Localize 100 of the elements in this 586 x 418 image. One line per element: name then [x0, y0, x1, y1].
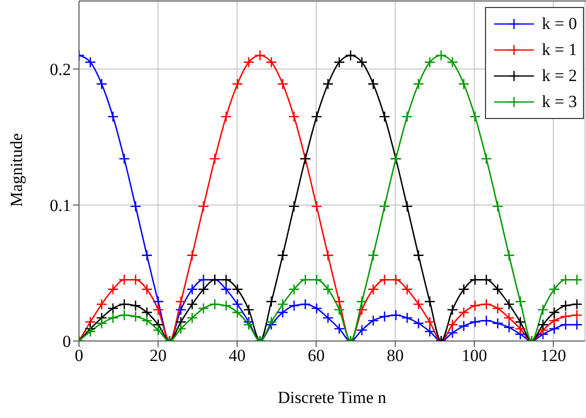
- point: [141, 314, 153, 326]
- point: [390, 274, 402, 286]
- point: [107, 284, 119, 295]
- x-tick-label: 100: [462, 346, 488, 366]
- point: [435, 50, 447, 62]
- point: [186, 250, 198, 261]
- point: [334, 296, 345, 308]
- point: [118, 298, 130, 310]
- legend-label: k = 0: [542, 14, 577, 34]
- point: [560, 274, 572, 286]
- point: [277, 78, 288, 90]
- point: [356, 296, 368, 308]
- point: [152, 296, 164, 308]
- point: [232, 78, 244, 90]
- point: [424, 56, 436, 68]
- point: [243, 56, 254, 68]
- point: [368, 284, 379, 295]
- point: [141, 306, 153, 318]
- point: [130, 300, 142, 312]
- legend-label: k = 1: [542, 40, 577, 60]
- point: [322, 78, 334, 90]
- x-tick-label: 120: [540, 346, 566, 366]
- point: [356, 304, 368, 316]
- point: [96, 298, 108, 310]
- point: [334, 304, 345, 316]
- x-tick-label: 40: [228, 346, 246, 366]
- point: [571, 319, 583, 330]
- x-tick-label: 0: [74, 346, 84, 366]
- point: [300, 298, 311, 310]
- point: [254, 50, 266, 62]
- point: [560, 319, 572, 330]
- x-tick-label: 20: [150, 346, 167, 366]
- point: [232, 298, 244, 310]
- point: [503, 322, 515, 334]
- point: [390, 310, 402, 321]
- point: [412, 298, 424, 310]
- point: [378, 200, 390, 212]
- point: [458, 306, 470, 318]
- point: [220, 300, 232, 312]
- point: [175, 296, 186, 308]
- point: [356, 56, 368, 68]
- legend-label: k = 3: [542, 92, 577, 112]
- point: [288, 300, 300, 312]
- point: [232, 306, 244, 318]
- point: [322, 250, 334, 261]
- point: [118, 310, 130, 321]
- point: [310, 274, 322, 286]
- point: [300, 274, 311, 286]
- point: [514, 296, 526, 308]
- point: [198, 284, 210, 295]
- point: [469, 110, 481, 122]
- point: [356, 324, 368, 336]
- point: [458, 284, 470, 295]
- point: [266, 316, 278, 328]
- point: [480, 153, 492, 164]
- legend-label: k = 2: [542, 66, 577, 86]
- point: [107, 312, 119, 324]
- point: [412, 250, 424, 261]
- point: [503, 250, 515, 261]
- point: [571, 310, 583, 321]
- point: [322, 284, 334, 295]
- point: [469, 316, 481, 328]
- point: [141, 284, 153, 295]
- point: [288, 110, 300, 122]
- point: [277, 250, 288, 261]
- point: [107, 302, 119, 314]
- point: [96, 318, 108, 329]
- x-axis-title: Discrete Time n: [278, 388, 387, 407]
- point: [480, 274, 492, 286]
- point: [107, 110, 119, 122]
- point: [243, 304, 254, 316]
- point: [368, 78, 379, 90]
- point: [571, 274, 583, 286]
- point: [492, 318, 504, 329]
- point: [310, 110, 322, 122]
- point: [548, 314, 560, 326]
- point: [198, 200, 210, 212]
- point: [186, 284, 198, 295]
- point: [175, 323, 186, 334]
- point: [368, 250, 379, 261]
- point: [446, 56, 458, 68]
- point: [402, 284, 413, 295]
- point: [186, 312, 198, 324]
- point: [288, 200, 300, 212]
- point: [322, 312, 334, 324]
- point: [514, 316, 526, 328]
- point: [424, 316, 436, 328]
- point: [118, 153, 130, 164]
- point: [310, 200, 322, 212]
- point: [480, 298, 492, 310]
- point: [334, 323, 345, 334]
- y-tick-label: 0.1: [50, 196, 71, 216]
- y-tick-label: 0.2: [50, 60, 71, 80]
- point: [378, 110, 390, 122]
- point: [446, 327, 458, 338]
- point: [277, 306, 288, 318]
- point: [492, 284, 504, 295]
- point: [446, 304, 458, 316]
- point: [266, 296, 278, 308]
- point: [220, 110, 232, 122]
